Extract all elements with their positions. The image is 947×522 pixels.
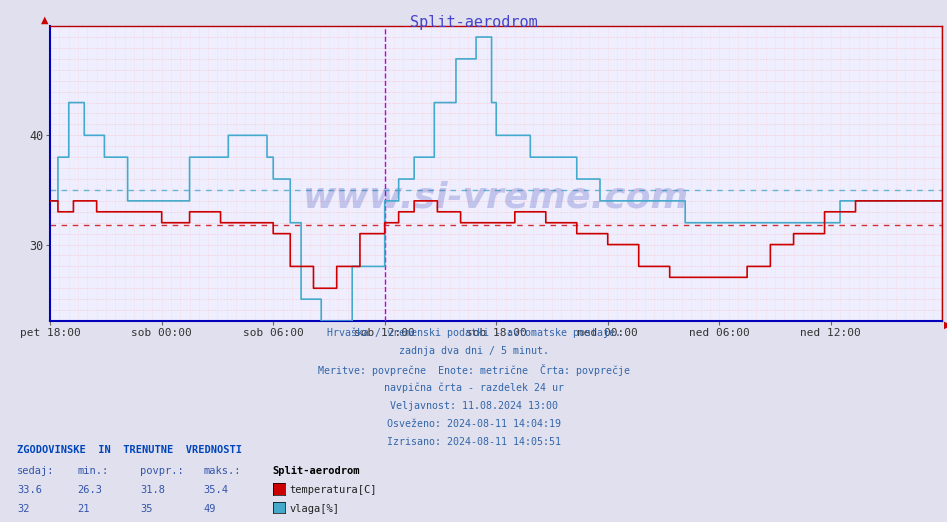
Text: min.:: min.: — [78, 466, 109, 476]
Text: www.si-vreme.com: www.si-vreme.com — [303, 180, 689, 214]
Text: zadnja dva dni / 5 minut.: zadnja dva dni / 5 minut. — [399, 346, 548, 356]
Text: Osveženo: 2024-08-11 14:04:19: Osveženo: 2024-08-11 14:04:19 — [386, 419, 561, 429]
Text: Split-aerodrom: Split-aerodrom — [273, 466, 360, 476]
Text: maks.:: maks.: — [204, 466, 241, 476]
Text: Split-aerodrom: Split-aerodrom — [410, 15, 537, 30]
Text: vlaga[%]: vlaga[%] — [290, 504, 340, 514]
Text: ZGODOVINSKE  IN  TRENUTNE  VREDNOSTI: ZGODOVINSKE IN TRENUTNE VREDNOSTI — [17, 445, 242, 455]
Text: navpična črta - razdelek 24 ur: navpična črta - razdelek 24 ur — [384, 383, 563, 393]
Text: 26.3: 26.3 — [78, 485, 102, 495]
Text: temperatura[C]: temperatura[C] — [290, 485, 377, 495]
Text: 33.6: 33.6 — [17, 485, 42, 495]
Text: 21: 21 — [78, 504, 90, 514]
Text: 49: 49 — [204, 504, 216, 514]
Text: Hrvaška / vremenski podatki - avtomatske postaje.: Hrvaška / vremenski podatki - avtomatske… — [327, 328, 620, 338]
Text: Meritve: povprečne  Enote: metrične  Črta: povprečje: Meritve: povprečne Enote: metrične Črta:… — [317, 364, 630, 376]
Text: 31.8: 31.8 — [140, 485, 165, 495]
Text: 35: 35 — [140, 504, 152, 514]
Text: Veljavnost: 11.08.2024 13:00: Veljavnost: 11.08.2024 13:00 — [389, 401, 558, 411]
Text: ▶: ▶ — [943, 320, 947, 330]
Text: ▲: ▲ — [41, 15, 48, 25]
Text: 35.4: 35.4 — [204, 485, 228, 495]
Text: povpr.:: povpr.: — [140, 466, 184, 476]
Text: sedaj:: sedaj: — [17, 466, 55, 476]
Text: Izrisano: 2024-08-11 14:05:51: Izrisano: 2024-08-11 14:05:51 — [386, 437, 561, 447]
Text: 32: 32 — [17, 504, 29, 514]
